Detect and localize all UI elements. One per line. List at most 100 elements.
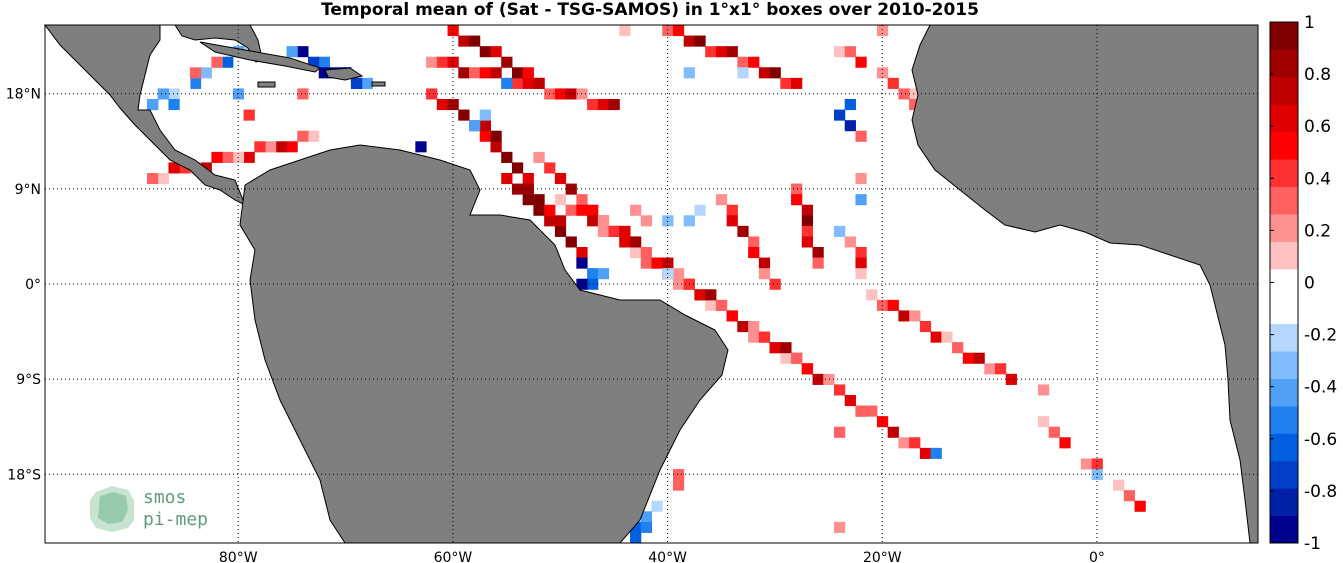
- data-cell: [1037, 384, 1050, 396]
- y-tick-label: 9°N: [15, 182, 41, 198]
- data-cell: [587, 215, 599, 227]
- colorbar-tick-label: -0.6: [1304, 430, 1337, 450]
- data-cell: [1113, 479, 1125, 491]
- chart-title: Temporal mean of (Sat - TSG-SAMOS) in 1°…: [321, 0, 979, 20]
- data-cell: [941, 331, 953, 343]
- land-florida: [174, 24, 263, 63]
- data-cell: [1134, 500, 1146, 512]
- data-cell: [844, 46, 856, 58]
- data-cell: [683, 35, 695, 47]
- data-cell: [619, 236, 631, 248]
- land-hispaniola: [324, 67, 364, 81]
- data-cell: [866, 67, 878, 79]
- colorbar-tick-label: 0.8: [1304, 65, 1331, 85]
- data-cell: [726, 46, 738, 58]
- data-cell: [898, 310, 910, 322]
- data-cell: [544, 204, 556, 216]
- data-cell: [565, 183, 577, 195]
- data-cell: [490, 67, 502, 79]
- data-cell: [748, 56, 760, 68]
- data-cell: [146, 99, 159, 111]
- data-cell: [909, 437, 921, 449]
- data-cell: [1123, 490, 1136, 502]
- data-cell: [522, 173, 534, 185]
- x-tick-label: 60°W: [434, 550, 473, 563]
- data-cell: [630, 247, 642, 259]
- colorbar-swatch: [1270, 351, 1298, 379]
- data-cell: [146, 173, 159, 185]
- data-cell: [791, 194, 803, 206]
- data-cell: [812, 247, 824, 259]
- y-tick-label: 18°N: [6, 87, 41, 103]
- data-cell: [748, 236, 760, 248]
- data-cell: [715, 299, 728, 311]
- data-cell: [511, 67, 524, 79]
- data-cell: [758, 257, 771, 269]
- data-cell: [758, 67, 771, 79]
- data-cell: [683, 67, 695, 79]
- data-cell: [995, 363, 1007, 375]
- x-tick-label: 40°W: [648, 550, 687, 563]
- data-cell: [973, 352, 985, 364]
- data-cell: [833, 521, 846, 533]
- data-cell: [672, 479, 685, 491]
- x-tick-label: 0°: [1089, 550, 1105, 563]
- data-cell: [780, 77, 792, 89]
- data-cell: [898, 437, 910, 449]
- data-cell: [694, 289, 706, 301]
- data-cell: [179, 162, 191, 174]
- data-cell: [426, 88, 438, 100]
- data-cell: [694, 204, 706, 216]
- colorbar-swatch: [1270, 241, 1298, 270]
- data-cell: [469, 120, 481, 132]
- data-cell: [640, 521, 652, 533]
- data-cell: [1091, 458, 1103, 470]
- data-cell: [833, 384, 846, 396]
- data-cell: [189, 77, 202, 89]
- data-cell: [662, 490, 674, 502]
- data-cell: [844, 395, 856, 407]
- data-cell: [597, 225, 610, 237]
- data-cell: [522, 67, 534, 79]
- data-cell: [705, 46, 717, 58]
- data-cell: [662, 25, 674, 37]
- data-cell: [726, 215, 738, 227]
- data-cell: [544, 215, 556, 227]
- data-cell: [501, 173, 513, 185]
- data-cell: [554, 173, 567, 185]
- data-cell: [876, 25, 889, 37]
- data-cell: [597, 99, 610, 111]
- colorbar-tick-label: -0.8: [1304, 482, 1337, 502]
- colorbar-swatch: [1270, 515, 1298, 544]
- y-tick-label: 18°S: [7, 467, 41, 483]
- data-cell: [855, 173, 867, 185]
- data-cell: [501, 77, 513, 89]
- data-cell: [1070, 447, 1082, 459]
- data-cell: [640, 257, 652, 269]
- smos-pi-mep-logo: smos pi-mep: [90, 486, 208, 532]
- data-cell: [1080, 458, 1093, 470]
- colorbar-tick-label: -1: [1304, 534, 1321, 554]
- data-cell: [522, 77, 534, 89]
- data-cell: [297, 46, 309, 58]
- data-cell: [769, 342, 781, 354]
- data-cell: [554, 225, 567, 237]
- data-cell: [833, 46, 846, 58]
- land-masses: [44, 24, 1259, 544]
- data-cell: [501, 151, 513, 163]
- data-cell: [479, 109, 491, 121]
- data-cell: [297, 130, 309, 142]
- data-cell: [426, 56, 438, 68]
- data-cell: [211, 56, 223, 68]
- data-cell: [791, 77, 803, 89]
- data-cell: [544, 162, 556, 174]
- data-cell: [737, 56, 749, 68]
- data-cell: [672, 268, 685, 280]
- data-cell: [307, 56, 320, 68]
- data-cell: [887, 426, 899, 438]
- data-cell: [458, 35, 470, 47]
- data-cell: [318, 67, 330, 79]
- data-cell: [737, 67, 749, 79]
- colorbar-tick-label: -0.2: [1304, 326, 1337, 346]
